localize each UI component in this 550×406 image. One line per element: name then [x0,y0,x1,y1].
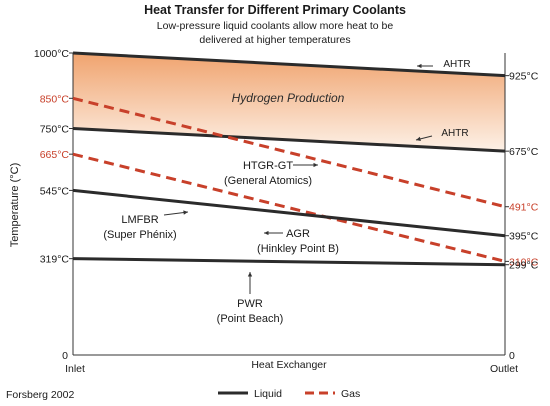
right-value-label-ahtr-0: 925°C [509,71,539,83]
annotation-ahtr-0-line-1: AHTR [443,59,470,70]
y-zero-right: 0 [509,350,515,362]
series-layer: 1000°C 925°C AHTR 750°C 675°C AHTR 850°C 491°C H… [34,48,539,325]
annotation-agr-3-line-1: AGR [286,228,310,240]
legend-liquid-label: Liquid [254,388,282,400]
x-axis-label: Heat Exchanger [251,359,327,371]
annotation-lmfbr-4-line-1: LMFBR [121,214,158,226]
left-value-label-ahtr-1: 750°C [40,124,70,136]
annotation-arrowhead-lmfbr-4 [183,210,188,215]
annotation-ahtr-1-line-1: AHTR [441,128,468,139]
series-line-htgr-gt-2 [72,96,506,209]
right-value-label-htgr-gt-2: 491°C [509,202,539,214]
left-value-label-ahtr-0: 1000°C [34,48,70,60]
annotation-htgr-gt-2-line-1: HTGR-GT [243,160,293,172]
series-line-lmfbr-4 [72,188,506,238]
annotation-pwr-5-line-1: PWR [237,298,263,310]
series-line-pwr-5 [72,257,506,267]
annotation-htgr-gt-2-line-2: (General Atomics) [224,175,312,187]
x-label-inlet: Inlet [65,363,85,375]
y-axis-label: Temperature (°C) [9,163,21,247]
annotation-arrowhead-pwr-5 [247,272,253,277]
annotation-arrowhead-agr-3 [264,230,269,236]
series-line-agr-3 [72,152,506,263]
annotation-lmfbr-4-line-2: (Super Phénix) [103,229,176,241]
left-value-label-pwr-5: 319°C [40,254,70,266]
chart-subtitle-line-1: Low-pressure liquid coolants allow more … [157,20,394,32]
hydrogen-production-label: Hydrogen Production [232,91,345,105]
left-value-label-htgr-gt-2: 850°C [40,93,70,105]
hydrogen-production-region [73,53,505,152]
chart-subtitle-line-2: delivered at higher temperatures [199,34,350,46]
chart-title: Heat Transfer for Different Primary Cool… [144,3,406,17]
right-value-label-lmfbr-4: 395°C [509,231,539,243]
series-line-ahtr-1 [72,127,506,153]
left-value-label-lmfbr-4: 545°C [40,185,70,197]
annotation-arrowhead-ahtr-0 [417,63,422,69]
right-value-label-agr-3: 310°C [509,256,539,268]
series-line-ahtr-0 [72,51,506,78]
source-note: Forsberg 2002 [6,389,74,401]
left-value-label-agr-3: 665°C [40,149,70,161]
annotation-agr-3-line-2: (Hinkley Point B) [257,243,339,255]
right-value-label-pwr-5: 299°C [509,260,539,272]
annotation-pwr-5-line-2: (Point Beach) [217,313,284,325]
annotation-arrowhead-htgr-gt-2 [313,162,318,168]
annotation-arrowhead-ahtr-1 [416,136,421,142]
y-zero-left: 0 [62,350,68,362]
legend-gas-label: Gas [341,388,360,400]
x-label-outlet: Outlet [490,363,518,375]
right-value-label-ahtr-1: 675°C [509,146,539,158]
